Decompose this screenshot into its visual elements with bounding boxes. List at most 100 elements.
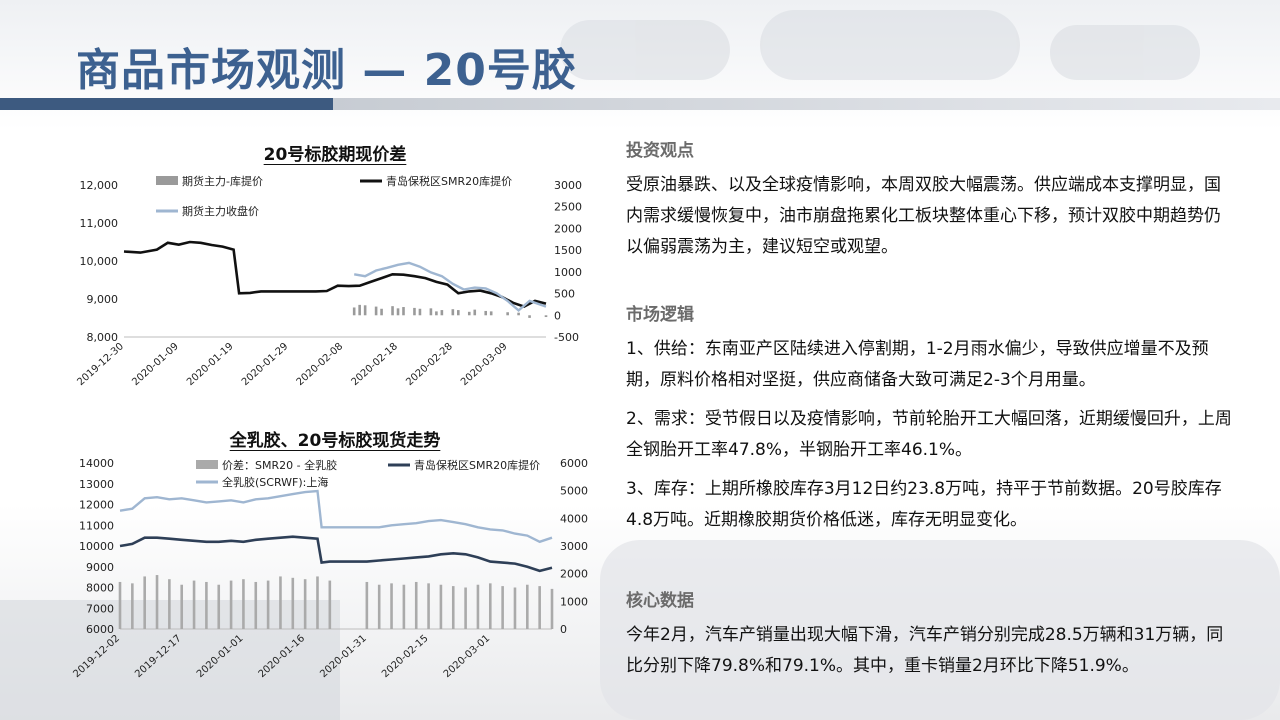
logic-demand-text: 2、需求：受节假日以及疫情影响，节前轮胎开工大幅回落，近期缓慢回升，上周全钢胎开… xyxy=(626,409,1232,460)
bar-价差：SMR20 - 全乳胶 xyxy=(476,584,480,629)
bar-期货主力-库提价 xyxy=(402,307,405,316)
bar-期货主力-库提价 xyxy=(440,310,444,316)
bar-价差：SMR20 - 全乳胶 xyxy=(439,584,443,629)
y-left-tick-label: 6000 xyxy=(86,623,114,636)
y-right-tick-label: 1000 xyxy=(554,266,582,279)
bar-价差：SMR20 - 全乳胶 xyxy=(488,583,492,629)
y-right-tick-label: 2500 xyxy=(554,201,582,214)
y-right-tick-label: 4000 xyxy=(560,512,588,525)
x-tick-label: 2020-02-08 xyxy=(295,341,346,388)
bar-期货主力-库提价 xyxy=(374,306,378,316)
x-tick-label: 2020-01-31 xyxy=(318,633,369,680)
bar-价差：SMR20 - 全乳胶 xyxy=(118,581,122,629)
bar-价差：SMR20 - 全乳胶 xyxy=(279,576,282,629)
title-bar: 商品市场观测 — 20号胶 xyxy=(0,0,1280,118)
series-line-全乳胶(SCRWF):上海 xyxy=(119,489,553,544)
y-left-tick-label: 10,000 xyxy=(80,255,119,268)
bar-价差：SMR20 - 全乳胶 xyxy=(377,584,381,629)
y-left-tick-label: 11,000 xyxy=(80,217,119,230)
bar-价差：SMR20 - 全乳胶 xyxy=(155,575,159,629)
y-left-tick-label: 8000 xyxy=(86,582,114,595)
x-tick-label: 2019-12-30 xyxy=(75,341,126,388)
chart1: 12,000 11,000 10,000 9,000 8,000 3000 2500 2000… xyxy=(75,174,582,388)
bar-期货主力-库提价 xyxy=(380,308,383,316)
bar-价差：SMR20 - 全乳胶 xyxy=(303,579,307,629)
bar-价差：SMR20 - 全乳胶 xyxy=(550,588,554,629)
x-tick-label: 2020-01-16 xyxy=(257,633,308,680)
title-rule xyxy=(0,98,1280,110)
bar-价差：SMR20 - 全乳胶 xyxy=(131,583,134,629)
y-left-tick-label: 9000 xyxy=(86,561,114,574)
bar-价差：SMR20 - 全乳胶 xyxy=(402,584,406,629)
bar-价差：SMR20 - 全乳胶 xyxy=(242,579,245,629)
x-tick-label: 2020-02-28 xyxy=(404,341,455,388)
legend-swatch xyxy=(196,460,218,469)
bar-价差：SMR20 - 全乳胶 xyxy=(217,584,221,629)
logic-supply-text: 1、供给：东南亚产区陆续进入停割期，1-2月雨水偏少，导致供应增量不及预期，原料… xyxy=(626,339,1209,390)
y-right-tick-label: 1000 xyxy=(560,595,588,608)
section-heading-core-data: 核心数据 xyxy=(626,591,694,611)
core-data-text: 今年2月，汽车产销量出现大幅下滑，汽车产销分别完成28.5万辆和31万辆，同比分… xyxy=(626,625,1224,676)
bar-价差：SMR20 - 全乳胶 xyxy=(501,586,504,629)
x-tick-label: 2019-12-17 xyxy=(133,633,184,680)
bar-价差：SMR20 - 全乳胶 xyxy=(205,581,208,629)
x-tick-label: 2020-03-01 xyxy=(442,633,493,680)
bar-期货主力-库提价 xyxy=(544,315,548,318)
x-tick-label: 2020-01-09 xyxy=(130,341,181,388)
legend-label: 青岛保税区SMR20库提价 xyxy=(414,458,540,472)
bar-价差：SMR20 - 全乳胶 xyxy=(291,577,295,629)
chart2: 1400013000120001100010000900080007000600… xyxy=(71,457,588,680)
bar-价差：SMR20 - 全乳胶 xyxy=(365,581,369,629)
x-tick-label: 2020-02-18 xyxy=(349,341,400,388)
bar-期货主力-库提价 xyxy=(418,308,422,316)
y-right-tick-label: 0 xyxy=(554,309,561,322)
bar-价差：SMR20 - 全乳胶 xyxy=(316,576,319,629)
bar-价差：SMR20 - 全乳胶 xyxy=(180,584,184,629)
chart2-title: 全乳胶、20号标胶现货走势 xyxy=(229,431,441,451)
bar-期货主力-库提价 xyxy=(352,307,356,316)
bar-价差：SMR20 - 全乳胶 xyxy=(390,583,393,629)
bar-期货主力-库提价 xyxy=(528,315,531,318)
bar-价差：SMR20 - 全乳胶 xyxy=(168,579,171,629)
x-tick-label: 2020-03-09 xyxy=(459,341,510,388)
y-left-tick-label: 14000 xyxy=(79,457,114,470)
chart1-title: 20号标胶期现价差 xyxy=(263,145,407,165)
x-tick-label: 2020-02-15 xyxy=(380,633,431,680)
y-left-tick-label: 7000 xyxy=(86,602,114,615)
legend-label: 青岛保税区SMR20库提价 xyxy=(386,174,512,188)
bar-期货主力-库提价 xyxy=(358,304,361,316)
y-right-tick-label: 5000 xyxy=(560,485,588,498)
bar-价差：SMR20 - 全乳胶 xyxy=(464,587,467,629)
section-view-text: 受原油暴跌、以及全球疫情影响，本周双胶大幅震荡。供应端成本支撑明显，国内需求缓慢… xyxy=(626,175,1221,257)
x-tick-label: 2019-12-02 xyxy=(71,633,122,680)
bar-期货主力-库提价 xyxy=(396,308,400,316)
y-left-tick-label: 12000 xyxy=(79,499,114,512)
bar-期货主力-库提价 xyxy=(506,312,509,316)
bar-价差：SMR20 - 全乳胶 xyxy=(229,580,233,629)
x-tick-label: 2020-01-01 xyxy=(195,633,246,680)
y-right-tick-label: 3000 xyxy=(560,540,588,553)
logic-inventory-text: 3、库存：上期所橡胶库存3月12日约23.8万吨，持平于节前数据。20号胶库存4… xyxy=(626,479,1222,530)
bar-期货主力-库提价 xyxy=(413,307,416,316)
y-right-tick-label: 500 xyxy=(554,288,575,301)
bar-价差：SMR20 - 全乳胶 xyxy=(538,586,541,629)
y-left-tick-label: 10000 xyxy=(79,540,114,553)
legend-label: 期货主力-库提价 xyxy=(182,174,263,188)
bar-期货主力-库提价 xyxy=(451,309,455,316)
bar-期货主力-库提价 xyxy=(473,309,477,316)
series-line-青岛保税区SMR20库提价 xyxy=(119,535,553,573)
legend-swatch xyxy=(156,176,178,185)
bar-期货主力-库提价 xyxy=(363,305,367,316)
bar-期货主力-库提价 xyxy=(517,312,520,316)
section-heading-view: 投资观点 xyxy=(626,141,694,161)
bar-期货主力-库提价 xyxy=(484,310,488,316)
y-left-tick-label: 8,000 xyxy=(87,331,119,344)
x-tick-label: 2020-01-19 xyxy=(185,341,236,388)
y-right-tick-label: 0 xyxy=(560,623,567,636)
bar-期货主力-库提价 xyxy=(489,311,493,316)
y-right-tick-label: 3000 xyxy=(554,179,582,192)
bar-价差：SMR20 - 全乳胶 xyxy=(451,586,455,629)
legend-label: 价差：SMR20 - 全乳胶 xyxy=(222,458,337,472)
bar-期货主力-库提价 xyxy=(457,310,460,316)
section-heading-logic: 市场逻辑 xyxy=(626,305,694,325)
